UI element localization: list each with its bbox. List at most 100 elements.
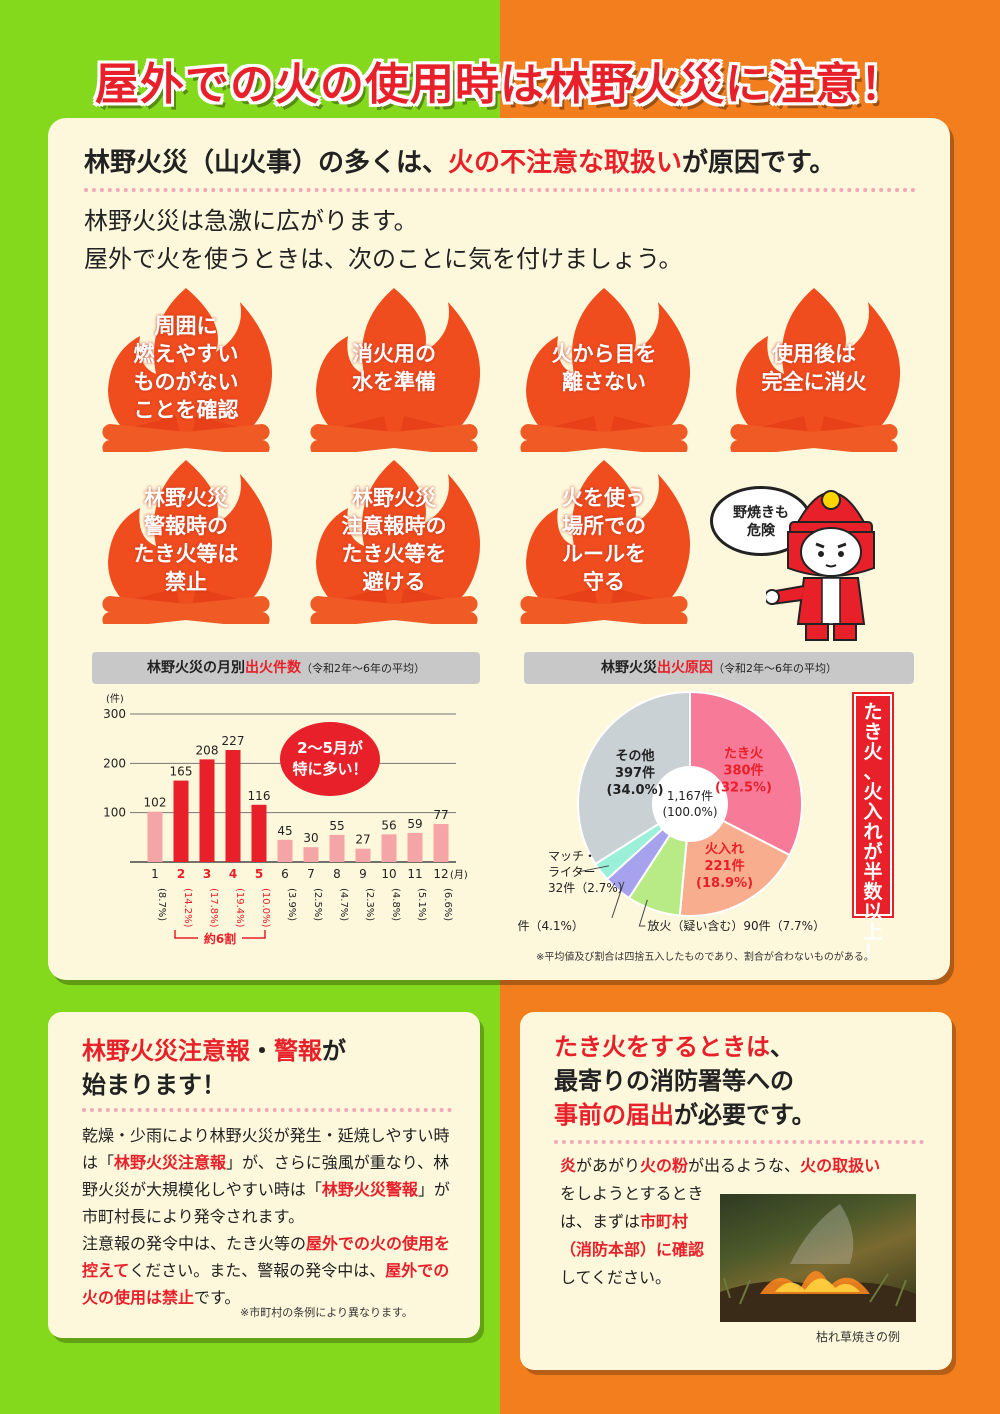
bonfire-divider — [554, 1140, 924, 1144]
leader-line — [578, 865, 609, 873]
causes-header-pre: 林野火災 — [601, 660, 657, 676]
bar-percent-label: (2.5%) — [312, 888, 323, 921]
pie-center-pct: (100.0%) — [662, 805, 717, 819]
x-tick-label: 2 — [177, 867, 185, 881]
tip-flame-3: 火から目を 離さない — [514, 282, 694, 452]
pie-label-match-2: ライター — [548, 865, 596, 879]
page-title: 屋外での火の使用時は林野火災に注意！ — [95, 59, 905, 110]
pie-label-match-1: マッチ・ — [548, 849, 596, 863]
bar-month-7 — [303, 847, 319, 862]
bar-month-9 — [355, 848, 371, 862]
bar-percent-label: (6.6%) — [442, 888, 453, 921]
y-tick-label: 200 — [103, 756, 126, 770]
bar-percent-label: (19.4%) — [234, 888, 245, 928]
pie-label-name: その他 — [616, 748, 655, 764]
intro-line-2: 屋外で火を使うときは、次のことに気を付けましょう。 — [84, 245, 683, 273]
warning-body: 乾燥・少雨により林野火災が発生・延焼しやすい時は「林野火災注意報」が、さらに強風… — [82, 1122, 454, 1311]
tip-flame-5: 林野火災 警報時の たき火等は 禁止 — [96, 454, 276, 624]
x-tick-label: 3 — [203, 867, 211, 881]
warning-p4-hl: 屋外での火の使用を控えて — [82, 1234, 451, 1280]
pie-label-count: 397件 — [615, 765, 655, 781]
flame-icon — [730, 288, 901, 452]
x-tick-label: 8 — [333, 867, 341, 881]
pie-label-pct: (32.5%) — [715, 780, 772, 795]
pie-label-name: 火入れ — [705, 842, 744, 857]
warning-p5-hl: 屋外での火の使用は禁止 — [82, 1261, 450, 1307]
peak-callout: 2～5月が 特に多い！ — [280, 722, 380, 796]
pie-label-name: たき火 — [724, 746, 764, 761]
intro-text: 林野火災は急激に広がります。 屋外で火を使うときは、次のことに気を付けましょう。 — [84, 202, 683, 278]
bonfire-title-red2: 事前の届出 — [554, 1101, 674, 1129]
half-banner-text: たき火、火入れが半数以上！ — [863, 701, 883, 963]
bar-month-3 — [199, 759, 215, 862]
warning-p5: ください。また、警報の発令中は、 — [129, 1261, 386, 1280]
monthly-header-pre: 林野火災の月別 — [147, 660, 245, 676]
leader-line — [611, 881, 625, 919]
warning-p4: 注意報の発令中は、たき火等の — [82, 1234, 307, 1253]
tip-flame-6: 林野火災 注意報時の たき火等を 避ける — [304, 454, 484, 624]
bar-percent-label: (17.8%) — [208, 888, 219, 928]
bar-month-10 — [381, 834, 397, 862]
pie-label-pct: (18.9%) — [696, 876, 753, 891]
bar-value-label: 55 — [329, 819, 344, 833]
bonfire-title-post2: が必要です。 — [674, 1101, 816, 1129]
y-tick-label: 300 — [103, 707, 126, 721]
monthly-chart-header: 林野火災の月別出火件数（令和2年～6年の平均） — [92, 652, 480, 684]
tip-text-2: 消火用の 水を準備 — [352, 342, 436, 394]
x-tick-label: 12 — [433, 867, 448, 881]
warning-note: ※市町村の条例により異なります。 — [240, 1306, 413, 1319]
tip-text-7: 火を使う 場所での ルールを 守る — [562, 486, 646, 594]
tip-flame-1: 周囲に 燃えやすい ものがない ことを確認 — [96, 282, 276, 452]
bar-value-label: 116 — [248, 789, 271, 803]
bonfire-t6: をしようとするときは、まずは — [560, 1184, 704, 1231]
x-tick-label: 6 — [281, 867, 289, 881]
bonfire-box-title: たき火をするときは、 最寄りの消防署等への 事前の届出が必要です。 — [554, 1030, 816, 1132]
x-tick-label: 10 — [381, 867, 396, 881]
bonfire-t7: 市町村（消防本部）に確認 — [560, 1212, 705, 1259]
warning-title-red2: 警報 — [274, 1037, 322, 1065]
bar-percent-label: (4.8%) — [390, 888, 401, 921]
peak-callout-text: 2～5月が 特に多い！ — [292, 739, 368, 778]
warning-p3: 」が市町村長により発令されます。 — [82, 1180, 450, 1226]
tip-text-6: 林野火災 注意報時の たき火等を 避ける — [341, 486, 447, 594]
tip-flame-2: 消火用の 水を準備 — [304, 282, 484, 452]
bar-value-label: 59 — [407, 817, 422, 831]
grass-burning-photo — [720, 1194, 916, 1322]
intro-line-1: 林野火災は急激に広がります。 — [84, 207, 418, 235]
causes-header-highlight: 出火原因 — [657, 660, 713, 676]
tip-text-3: 火から目を 離さない — [551, 342, 657, 394]
pie-label-count: 221件 — [704, 858, 744, 874]
warning-info-box: 林野火災注意報・警報が 始まります！ 乾燥・少雨により林野火災が発生・延焼しやすい… — [48, 1012, 480, 1338]
x-tick-label: 9 — [359, 867, 367, 881]
tip-text-5: 林野火災 警報時の たき火等は 禁止 — [133, 486, 239, 594]
bar-month-12 — [433, 824, 449, 862]
bar-month-6 — [277, 839, 293, 862]
x-tick-label: 11 — [407, 867, 422, 881]
firefighter-mascot-icon — [766, 490, 875, 641]
bar-percent-label: (14.2%) — [182, 888, 193, 928]
bonfire-title-red1: たき火をするときは — [554, 1033, 770, 1061]
flame-icon — [102, 288, 273, 452]
bonfire-body-rest: をしようとするときは、まずは市町村（消防本部）に確認してください。 — [560, 1180, 710, 1292]
warning-title-post: が — [322, 1037, 346, 1065]
lead-highlight: 火の不注意な取扱い — [448, 148, 683, 178]
half-banner: たき火、火入れが半数以上！ — [854, 694, 892, 962]
monthly-header-highlight: 出火件数 — [245, 660, 301, 676]
bar-value-label: 56 — [381, 818, 396, 832]
bar-month-11 — [407, 832, 423, 862]
pie-label-count: 380件 — [723, 762, 763, 778]
bar-percent-label: (3.9%) — [286, 888, 297, 921]
bar-month-1 — [147, 811, 163, 862]
bar-percent-label: (8.7%) — [156, 888, 167, 921]
pie-label-pct: (34.0%) — [607, 783, 664, 798]
pie-footnote: ※平均値及び割合は四捨五入したものであり、割合が合わないものがある。 — [536, 952, 874, 963]
main-panel: 林野火災（山火事）の多くは、火の不注意な取扱いが原因です。 林野火災は急激に広が… — [48, 118, 950, 980]
y-unit-label: (件) — [106, 693, 124, 705]
bar-value-label: 165 — [170, 765, 193, 779]
warning-p1-hl: 林野火災注意報 — [114, 1153, 227, 1172]
photo-caption: 枯れ草焼きの例 — [816, 1330, 901, 1344]
tip-text-1: 周囲に 燃えやすい ものがない ことを確認 — [133, 314, 239, 422]
bar-month-5 — [251, 804, 267, 862]
